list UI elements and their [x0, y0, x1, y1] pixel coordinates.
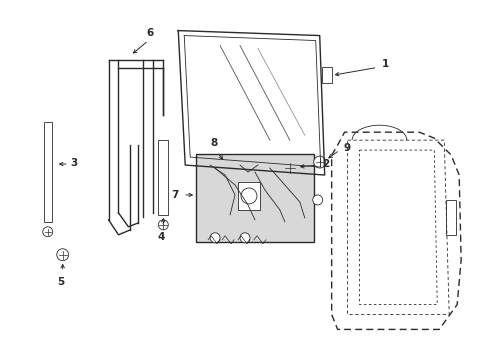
- Circle shape: [57, 249, 68, 261]
- Text: 2: 2: [321, 159, 328, 169]
- Circle shape: [241, 188, 256, 204]
- Circle shape: [282, 161, 296, 175]
- Bar: [196, 154, 313, 242]
- Text: 9: 9: [343, 143, 350, 153]
- Bar: [44, 122, 52, 222]
- Text: 3: 3: [71, 158, 78, 168]
- Bar: [242, 165, 255, 177]
- Circle shape: [210, 233, 220, 243]
- Text: 6: 6: [146, 28, 154, 37]
- Circle shape: [313, 156, 325, 168]
- Bar: [238, 182, 260, 210]
- Text: 7: 7: [170, 190, 178, 200]
- Bar: [446, 200, 455, 235]
- Text: 4: 4: [157, 232, 164, 242]
- Bar: [321, 67, 331, 84]
- Circle shape: [158, 220, 168, 230]
- Circle shape: [312, 195, 322, 205]
- Circle shape: [240, 233, 249, 243]
- Circle shape: [42, 227, 53, 237]
- Text: 8: 8: [210, 138, 217, 148]
- Text: 5: 5: [57, 276, 64, 287]
- Text: 1: 1: [381, 59, 388, 69]
- Bar: [158, 140, 168, 215]
